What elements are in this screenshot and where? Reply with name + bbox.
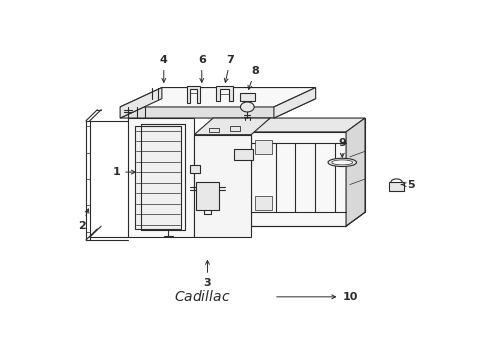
Polygon shape bbox=[251, 118, 365, 132]
Polygon shape bbox=[389, 183, 404, 191]
Text: 10: 10 bbox=[277, 292, 358, 302]
Polygon shape bbox=[251, 132, 346, 226]
Polygon shape bbox=[190, 165, 200, 174]
Text: 9: 9 bbox=[338, 138, 346, 157]
Ellipse shape bbox=[332, 160, 353, 165]
Polygon shape bbox=[255, 140, 272, 154]
Polygon shape bbox=[194, 135, 251, 237]
Text: 7: 7 bbox=[224, 55, 234, 82]
Text: 6: 6 bbox=[198, 55, 206, 82]
Polygon shape bbox=[234, 149, 253, 159]
Text: 2: 2 bbox=[78, 209, 89, 231]
Polygon shape bbox=[346, 118, 365, 226]
Text: 5: 5 bbox=[401, 180, 415, 190]
Polygon shape bbox=[120, 99, 316, 118]
Polygon shape bbox=[194, 118, 270, 135]
Text: 1: 1 bbox=[112, 167, 135, 177]
Polygon shape bbox=[230, 126, 240, 131]
Circle shape bbox=[241, 102, 254, 112]
Text: 8: 8 bbox=[248, 66, 259, 89]
Polygon shape bbox=[128, 118, 194, 237]
Polygon shape bbox=[209, 128, 219, 132]
Polygon shape bbox=[216, 86, 233, 102]
Polygon shape bbox=[135, 126, 181, 229]
Ellipse shape bbox=[328, 158, 357, 167]
Text: 4: 4 bbox=[160, 55, 168, 82]
Polygon shape bbox=[255, 195, 272, 210]
Polygon shape bbox=[120, 87, 316, 107]
Polygon shape bbox=[274, 87, 316, 118]
Polygon shape bbox=[196, 182, 219, 210]
Polygon shape bbox=[187, 86, 200, 103]
Text: 3: 3 bbox=[204, 261, 211, 288]
Text: $\mathit{Cadillac}$: $\mathit{Cadillac}$ bbox=[173, 288, 230, 303]
Polygon shape bbox=[240, 93, 255, 102]
Polygon shape bbox=[120, 87, 162, 118]
